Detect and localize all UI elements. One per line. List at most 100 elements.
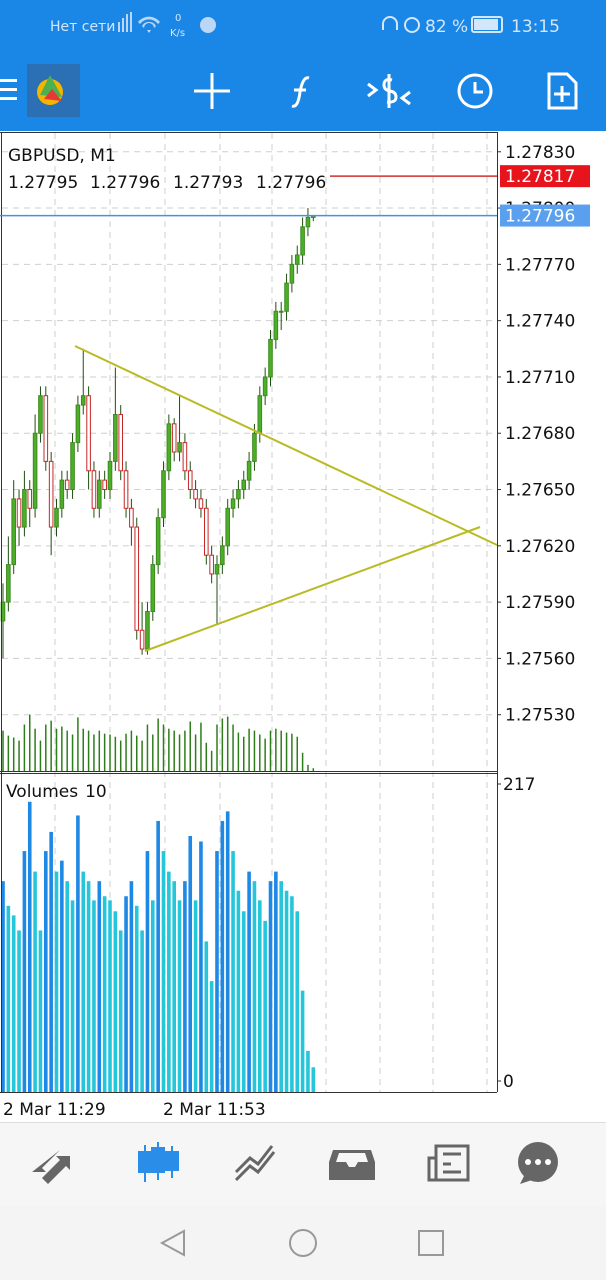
candle-body — [118, 413, 124, 472]
candle-body — [198, 498, 204, 509]
volume-bar — [49, 831, 53, 1092]
candle-body — [278, 310, 284, 313]
candle-body — [11, 498, 16, 566]
menu-button-part[interactable] — [0, 79, 17, 82]
y-tick-label: 1.27560 — [505, 649, 575, 669]
trend-lines-part[interactable] — [144, 526, 481, 652]
candle-body — [220, 545, 225, 566]
app-logo[interactable] — [27, 64, 80, 117]
volume-bar — [22, 851, 27, 1092]
candle-body — [102, 479, 107, 491]
volume-bar — [108, 900, 112, 1092]
crosshair-button[interactable] — [194, 73, 230, 109]
menu-button-part[interactable] — [0, 88, 17, 91]
volume-bar — [172, 881, 176, 1092]
indicators-button[interactable] — [291, 76, 310, 108]
volume-tick-label: 217 — [503, 775, 535, 795]
candle-body — [75, 404, 81, 444]
menu-button[interactable] — [0, 79, 17, 100]
y-tick-label: 1.27530 — [505, 706, 575, 726]
history-tab-part[interactable] — [329, 1150, 375, 1180]
chat-tab[interactable] — [518, 1142, 558, 1184]
candle-body — [38, 395, 43, 434]
candle-body — [139, 629, 145, 650]
history-button[interactable] — [457, 73, 493, 109]
volume-bar — [151, 900, 155, 1092]
speed: 0 — [175, 13, 181, 24]
recents-button-part[interactable] — [418, 1230, 444, 1256]
volume-bar — [258, 900, 262, 1092]
volume-bar — [134, 905, 139, 1092]
recents-button[interactable] — [418, 1230, 444, 1256]
candle-body — [284, 282, 289, 312]
trend-lines[interactable] — [74, 345, 498, 652]
chat-tab-part[interactable] — [545, 1159, 551, 1165]
back-button-part[interactable] — [159, 1229, 185, 1257]
trade-tab[interactable] — [234, 1145, 276, 1182]
y-tick-label: 1.27620 — [505, 537, 575, 557]
plot — [0, 151, 501, 1092]
ohlc: 1.27795 1.27796 1.27793 1.27796 — [8, 173, 326, 193]
news-tab[interactable] — [427, 1144, 470, 1182]
app-logo-part[interactable] — [40, 75, 62, 97]
volume-bar — [76, 815, 80, 1092]
candle-body — [257, 395, 263, 434]
news-tab-part[interactable] — [427, 1152, 461, 1182]
candle-body — [27, 489, 33, 509]
history-button-part[interactable] — [457, 73, 493, 109]
signal-icons-part — [138, 16, 160, 33]
candle-body — [204, 507, 209, 556]
home-button-part[interactable] — [289, 1229, 317, 1257]
clock: 13:15 — [511, 17, 560, 37]
new-order-button-part[interactable] — [554, 86, 570, 102]
trade-button-part[interactable] — [367, 82, 411, 106]
quotes-tab-part[interactable] — [32, 1150, 70, 1184]
volume-bar — [124, 896, 128, 1092]
candle-body — [246, 460, 252, 481]
chart-tab-part[interactable] — [138, 1151, 152, 1173]
back-button[interactable] — [159, 1229, 185, 1257]
candle-body — [113, 413, 118, 462]
symbol-title: GBPUSD, M1 — [8, 146, 116, 166]
history-tab[interactable] — [329, 1150, 375, 1180]
volume-bar — [183, 881, 187, 1092]
new-order-button[interactable] — [547, 72, 578, 110]
candle-body — [145, 611, 150, 650]
chat-tab-part[interactable] — [520, 1176, 532, 1184]
candle-body — [236, 489, 241, 500]
indicators-button-part[interactable] — [291, 76, 310, 108]
chart-tab[interactable] — [138, 1142, 179, 1182]
chat-tab-part[interactable] — [525, 1159, 531, 1165]
new-order-button-part[interactable] — [547, 72, 578, 110]
candle-body — [214, 564, 220, 575]
y-tick-label: 1.27830 — [505, 143, 575, 163]
volume-bar — [161, 851, 166, 1092]
volume-bar — [204, 941, 209, 1092]
trend-lines-part[interactable] — [74, 345, 498, 546]
volume-bar — [70, 900, 75, 1092]
news-tab-part[interactable] — [434, 1144, 470, 1182]
candle-body — [91, 470, 97, 509]
volume-bar — [193, 900, 198, 1092]
chart-tab-part[interactable] — [151, 1147, 165, 1173]
candle-body — [107, 460, 113, 491]
quotes-tab[interactable] — [32, 1150, 70, 1184]
chart-tab-part[interactable] — [165, 1151, 179, 1171]
volume-bar — [140, 930, 144, 1092]
history-button-part[interactable] — [473, 82, 483, 94]
candle-body — [123, 470, 129, 509]
volume-bar — [129, 881, 134, 1092]
volume-bar — [306, 1050, 310, 1092]
candle-body — [166, 423, 172, 472]
bottom-nav — [0, 1122, 606, 1205]
trade-button[interactable] — [367, 74, 411, 108]
app-logo-part[interactable] — [44, 89, 62, 101]
candle-body — [155, 517, 161, 566]
home-button[interactable] — [289, 1229, 317, 1257]
trade-tab-part[interactable] — [234, 1145, 276, 1182]
candle-body — [241, 479, 247, 491]
menu-button-part[interactable] — [0, 97, 17, 100]
volume-bar — [241, 911, 246, 1092]
ohlc-value: 1.27796 — [90, 173, 160, 193]
chat-tab-part[interactable] — [535, 1159, 541, 1165]
